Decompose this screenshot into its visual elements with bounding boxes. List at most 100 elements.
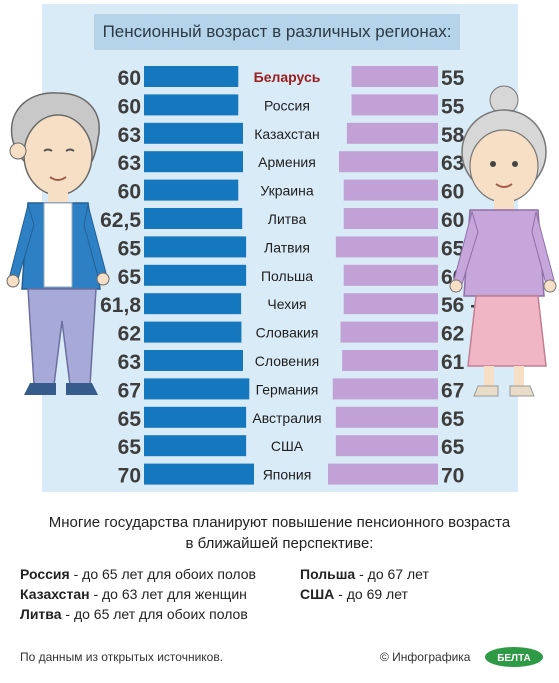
plan-text: - до 63 лет для женщин	[89, 586, 247, 602]
plans-intro-line2: в ближайшей перспективе:	[185, 535, 374, 552]
male-value-label: 67	[118, 379, 141, 402]
male-value-label: 61,8	[100, 294, 141, 317]
country-label: Япония	[263, 467, 312, 483]
male-bar	[144, 406, 247, 428]
female-bar	[351, 66, 438, 87]
female-value-label: 60	[441, 181, 464, 204]
female-value-label: 67	[441, 379, 464, 402]
female-bar	[328, 463, 438, 485]
plan-country: Россия	[20, 566, 70, 582]
source-note: По данным из открытых источников.	[20, 650, 224, 664]
female-bar	[339, 151, 438, 173]
male-bar	[144, 435, 247, 457]
country-label: Латвия	[264, 239, 310, 255]
male-value-label: 65	[118, 266, 142, 289]
female-value-label: 62	[441, 323, 464, 346]
male-bar	[144, 122, 243, 144]
plan-item: Литва - до 65 лет для обоих полов	[20, 604, 256, 624]
country-label: Россия	[264, 97, 310, 113]
female-value-label: 65	[441, 237, 465, 260]
country-label: Словакия	[256, 325, 319, 341]
female-bar	[343, 208, 438, 229]
country-label: США	[271, 438, 304, 454]
pension-age-chart: 60 55 Беларусь 60 55 Россия 63 58 Казахстан 63 63 А…	[100, 66, 506, 488]
female-bar	[343, 179, 438, 201]
female-value-label: 61	[441, 351, 465, 374]
female-bar	[335, 435, 438, 457]
plan-item: Россия - до 65 лет для обоих полов	[20, 564, 256, 584]
country-label: Германия	[256, 381, 319, 397]
male-bar	[144, 293, 242, 315]
country-label: Беларусь	[254, 69, 321, 85]
male-bar	[144, 94, 239, 116]
female-bar	[351, 94, 438, 116]
country-label: Чехия	[267, 296, 306, 312]
male-bar	[144, 321, 242, 343]
plans-list-right: Польша - до 67 лет США - до 69 лет	[300, 564, 429, 604]
female-bar	[340, 321, 438, 343]
female-bar	[343, 293, 438, 315]
country-label: Армения	[258, 154, 316, 170]
country-label: Украина	[260, 183, 314, 199]
country-label: Литва	[268, 211, 307, 227]
chart-title: Пенсионный возраст в различных регионах:	[94, 14, 460, 50]
male-value-label: 60	[118, 95, 141, 118]
plan-country: Казахстан	[20, 586, 90, 602]
old-woman-illustration	[449, 85, 557, 397]
female-value-label: 60	[441, 209, 464, 232]
plan-item: Польша - до 67 лет	[300, 564, 429, 584]
plan-text: - до 67 лет	[355, 566, 429, 582]
plan-text: - до 65 лет для обоих полов	[61, 606, 248, 622]
plans-intro-line1: Многие государства планируют повышение п…	[48, 514, 511, 531]
female-bar	[335, 236, 438, 258]
male-bar	[144, 463, 254, 485]
male-bar	[144, 236, 247, 258]
chart-panel	[42, 4, 518, 492]
male-bar	[144, 208, 243, 229]
plans-list-left: Россия - до 65 лет для обоих полов Казахс…	[20, 564, 256, 624]
plan-country: Литва	[20, 606, 62, 622]
female-bar	[342, 350, 438, 371]
male-value-label: 63	[118, 152, 141, 175]
male-value-label: 63	[118, 351, 141, 374]
plan-text: - до 69 лет	[334, 586, 408, 602]
female-value-label: 55	[441, 95, 465, 118]
male-value-label: 62	[118, 323, 141, 346]
female-bar	[335, 406, 438, 428]
female-value-label: 63	[441, 152, 464, 175]
female-bar	[332, 378, 438, 400]
male-value-label: 60	[118, 67, 141, 90]
male-bar	[144, 378, 250, 400]
male-value-label: 65	[118, 408, 142, 431]
country-label: Польша	[261, 268, 313, 284]
female-value-label: 58	[441, 124, 465, 147]
male-value-label: 62,5	[100, 209, 141, 232]
belta-logo: БЕЛТА	[485, 647, 543, 667]
female-value-label: 65	[441, 436, 465, 459]
male-bar	[144, 66, 239, 87]
plan-item: США - до 69 лет	[300, 584, 429, 604]
male-value-label: 65	[118, 436, 142, 459]
country-label: Австралия	[252, 410, 321, 426]
female-bar	[343, 264, 438, 286]
credit: © Инфографика	[380, 650, 471, 664]
plan-country: Польша	[300, 566, 356, 582]
plan-text: - до 65 лет для обоих полов	[69, 566, 256, 582]
female-value-label: 70	[441, 465, 464, 488]
plan-item: Казахстан - до 63 лет для женщин	[20, 584, 256, 604]
male-bar	[144, 264, 247, 286]
plan-country: США	[300, 586, 335, 602]
male-bar	[144, 350, 243, 371]
male-value-label: 60	[118, 181, 141, 204]
male-value-label: 70	[118, 465, 141, 488]
male-bar	[144, 151, 243, 173]
female-value-label: 55	[441, 67, 465, 90]
male-value-label: 65	[118, 237, 142, 260]
female-bar	[346, 122, 438, 144]
female-value-label: 65	[441, 408, 465, 431]
old-man-illustration	[6, 92, 110, 395]
country-label: Словения	[255, 353, 319, 369]
country-label: Казахстан	[254, 126, 320, 142]
male-bar	[144, 179, 239, 201]
plans-intro: Многие государства планируют повышение п…	[0, 512, 559, 554]
